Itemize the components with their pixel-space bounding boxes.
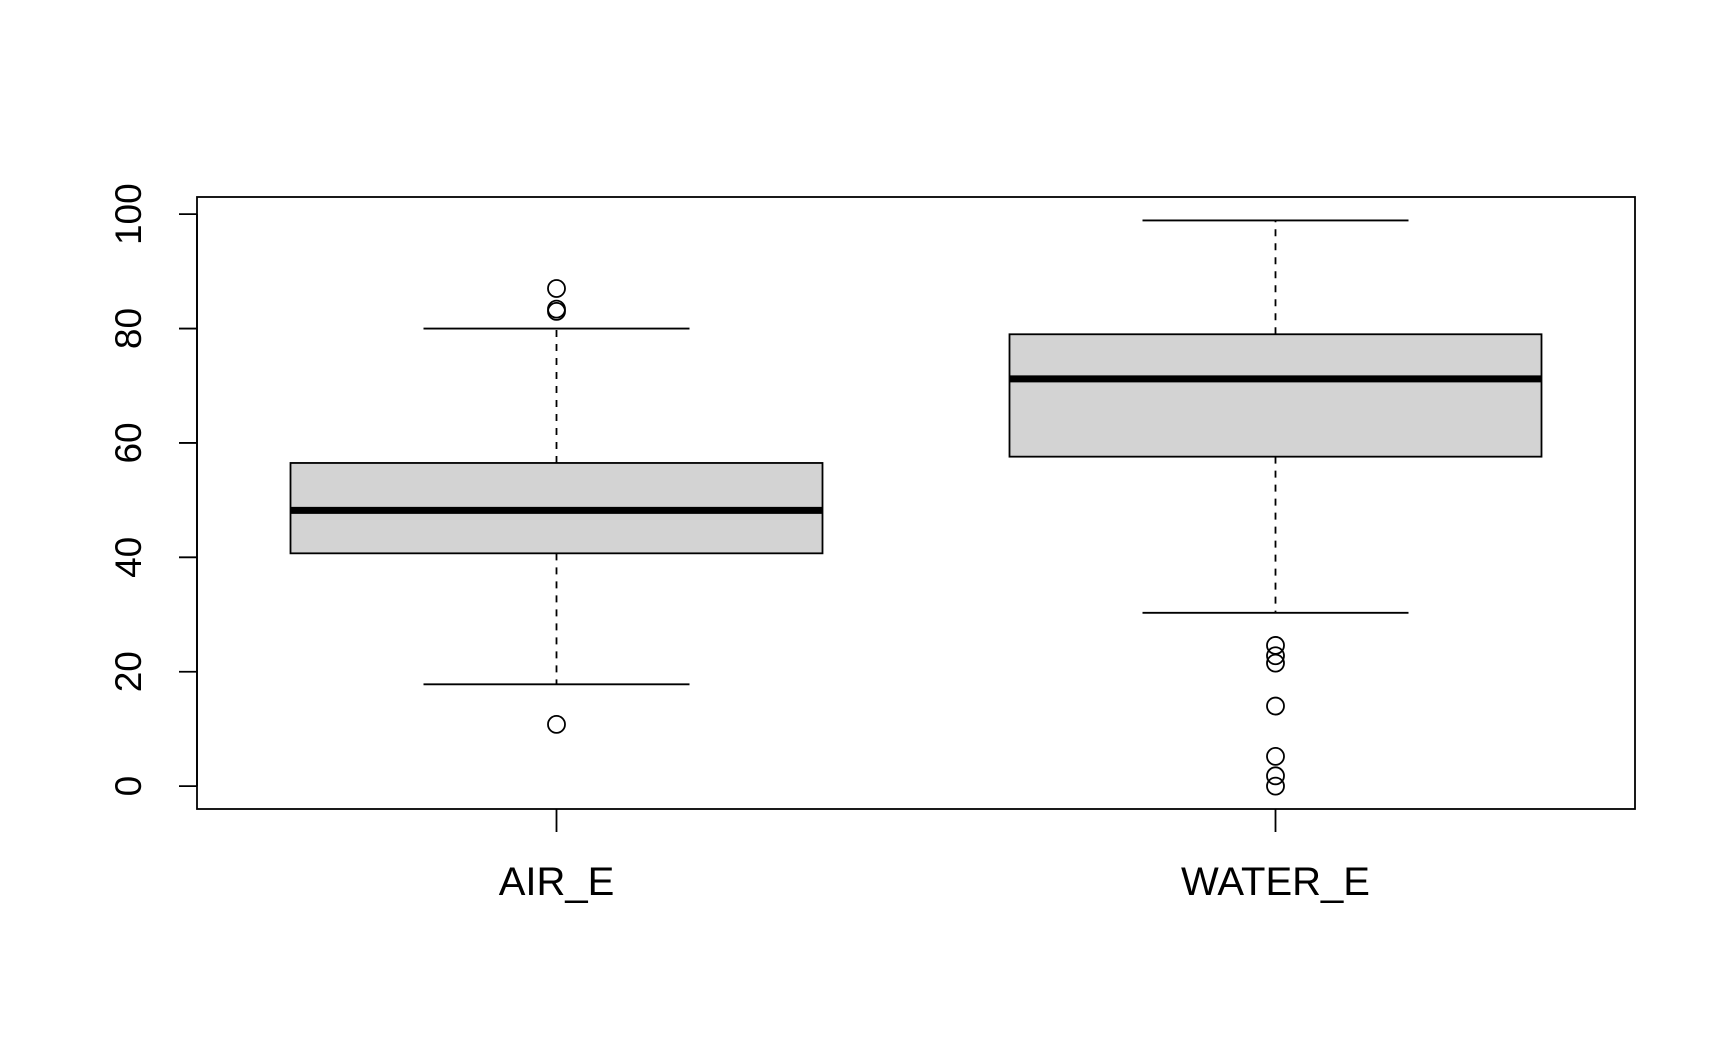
x-tick-label: WATER_E [1181, 860, 1370, 904]
x-tick-label: AIR_E [499, 860, 615, 904]
y-tick-label: 20 [108, 651, 149, 692]
outlier-point [547, 279, 566, 298]
outlier-point [1266, 776, 1285, 796]
box-water-e [1008, 219, 1543, 796]
y-tick-label: 40 [108, 537, 149, 578]
box-group [289, 219, 1543, 796]
y-tick-label: 80 [108, 308, 149, 349]
outlier-point [1266, 646, 1285, 666]
outlier-point [1266, 746, 1285, 766]
outlier-point [1266, 653, 1285, 673]
outlier-point [1266, 766, 1285, 786]
outlier-point [1266, 636, 1285, 655]
y-axis: 0 20 40 60 80 100 [108, 183, 198, 797]
y-tick-label: 100 [108, 183, 149, 245]
interquartile-box [1008, 333, 1543, 458]
outlier-point [547, 299, 566, 319]
x-axis: AIR_E WATER_E [499, 809, 1370, 904]
outlier-point [547, 714, 566, 734]
y-tick-label: 0 [108, 776, 149, 797]
outlier-point [1266, 696, 1285, 716]
box-air-e [289, 279, 824, 734]
y-tick-label: 60 [108, 422, 149, 463]
